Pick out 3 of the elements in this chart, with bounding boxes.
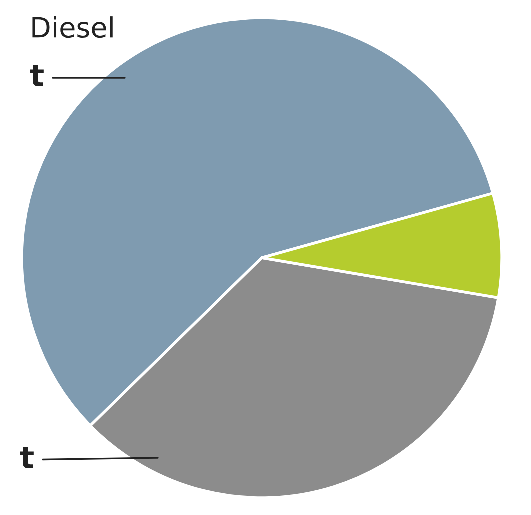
- text: t: [30, 64, 44, 86]
- text: t: [20, 446, 34, 468]
- slice-label: Diesel: [32, 16, 113, 38]
